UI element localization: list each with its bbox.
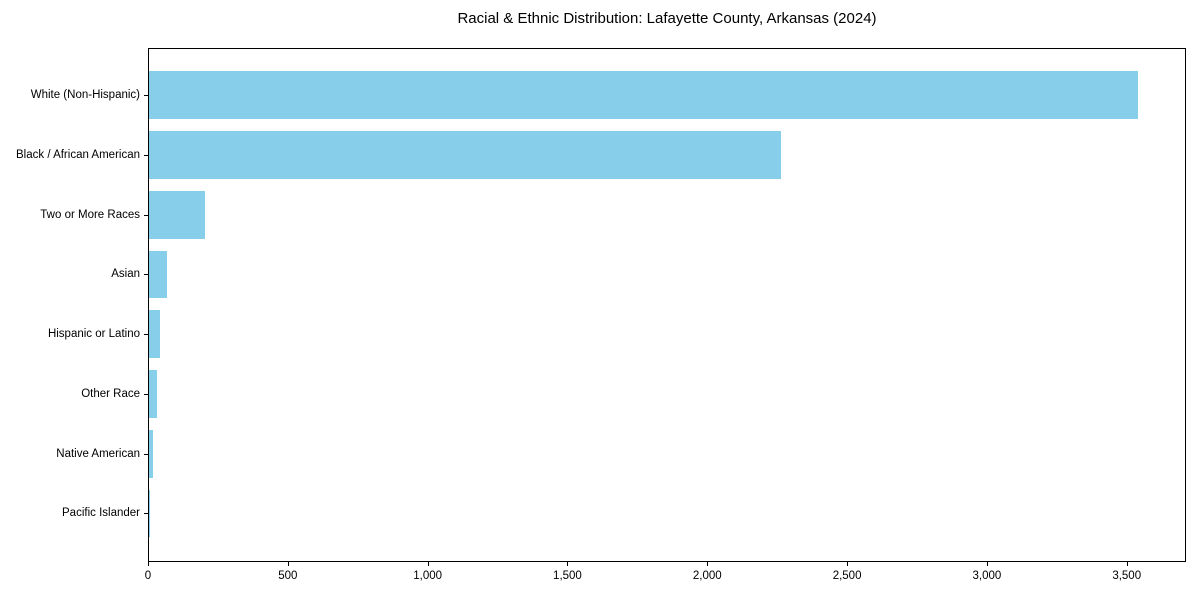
x-tick-mark: [287, 562, 289, 566]
y-axis-label: Other Race: [81, 387, 140, 400]
y-axis-label: Native American: [56, 447, 140, 460]
x-tick-label: 1,500: [553, 570, 582, 582]
y-axis-label: Pacific Islander: [62, 507, 140, 520]
y-axis-label: Black / African American: [16, 148, 140, 161]
y-axis-label: White (Non-Hispanic): [30, 89, 140, 102]
x-tick-mark: [986, 562, 988, 566]
x-tick-mark: [707, 562, 709, 566]
bar: [149, 370, 157, 418]
x-tick-label: 2,500: [832, 570, 862, 582]
bar: [149, 250, 167, 299]
bar: [149, 429, 153, 478]
x-tick-mark: [427, 562, 429, 566]
y-tick-mark: [144, 393, 148, 395]
bar: [149, 190, 206, 239]
y-axis-label: Two or More Races: [40, 208, 140, 221]
y-tick-mark: [144, 95, 148, 97]
bar: [149, 71, 1138, 120]
x-tick-label: 1,000: [413, 570, 443, 582]
x-tick-label: 2,000: [692, 570, 722, 582]
x-tick-mark: [847, 562, 849, 566]
y-axis-label: Asian: [111, 268, 140, 281]
x-tick-label: 3,000: [972, 570, 1002, 582]
x-tick-label: 3,500: [1112, 570, 1142, 582]
x-tick-mark: [567, 562, 569, 566]
plot-area: [148, 48, 1186, 562]
x-tick-label: 0: [144, 570, 152, 582]
x-tick-mark: [1126, 562, 1128, 566]
x-tick-mark: [148, 562, 149, 566]
y-tick-mark: [144, 214, 148, 216]
y-tick-mark: [144, 453, 148, 455]
y-tick-mark: [144, 513, 148, 515]
bar: [149, 489, 150, 538]
y-tick-mark: [144, 274, 148, 276]
bar: [149, 310, 161, 359]
bar: [149, 131, 781, 179]
y-tick-mark: [144, 154, 148, 156]
x-tick-label: 500: [278, 570, 298, 582]
y-tick-mark: [144, 334, 148, 336]
y-axis-label: Hispanic or Latino: [47, 328, 140, 341]
chart-title: Racial & Ethnic Distribution: Lafayette …: [457, 10, 877, 27]
